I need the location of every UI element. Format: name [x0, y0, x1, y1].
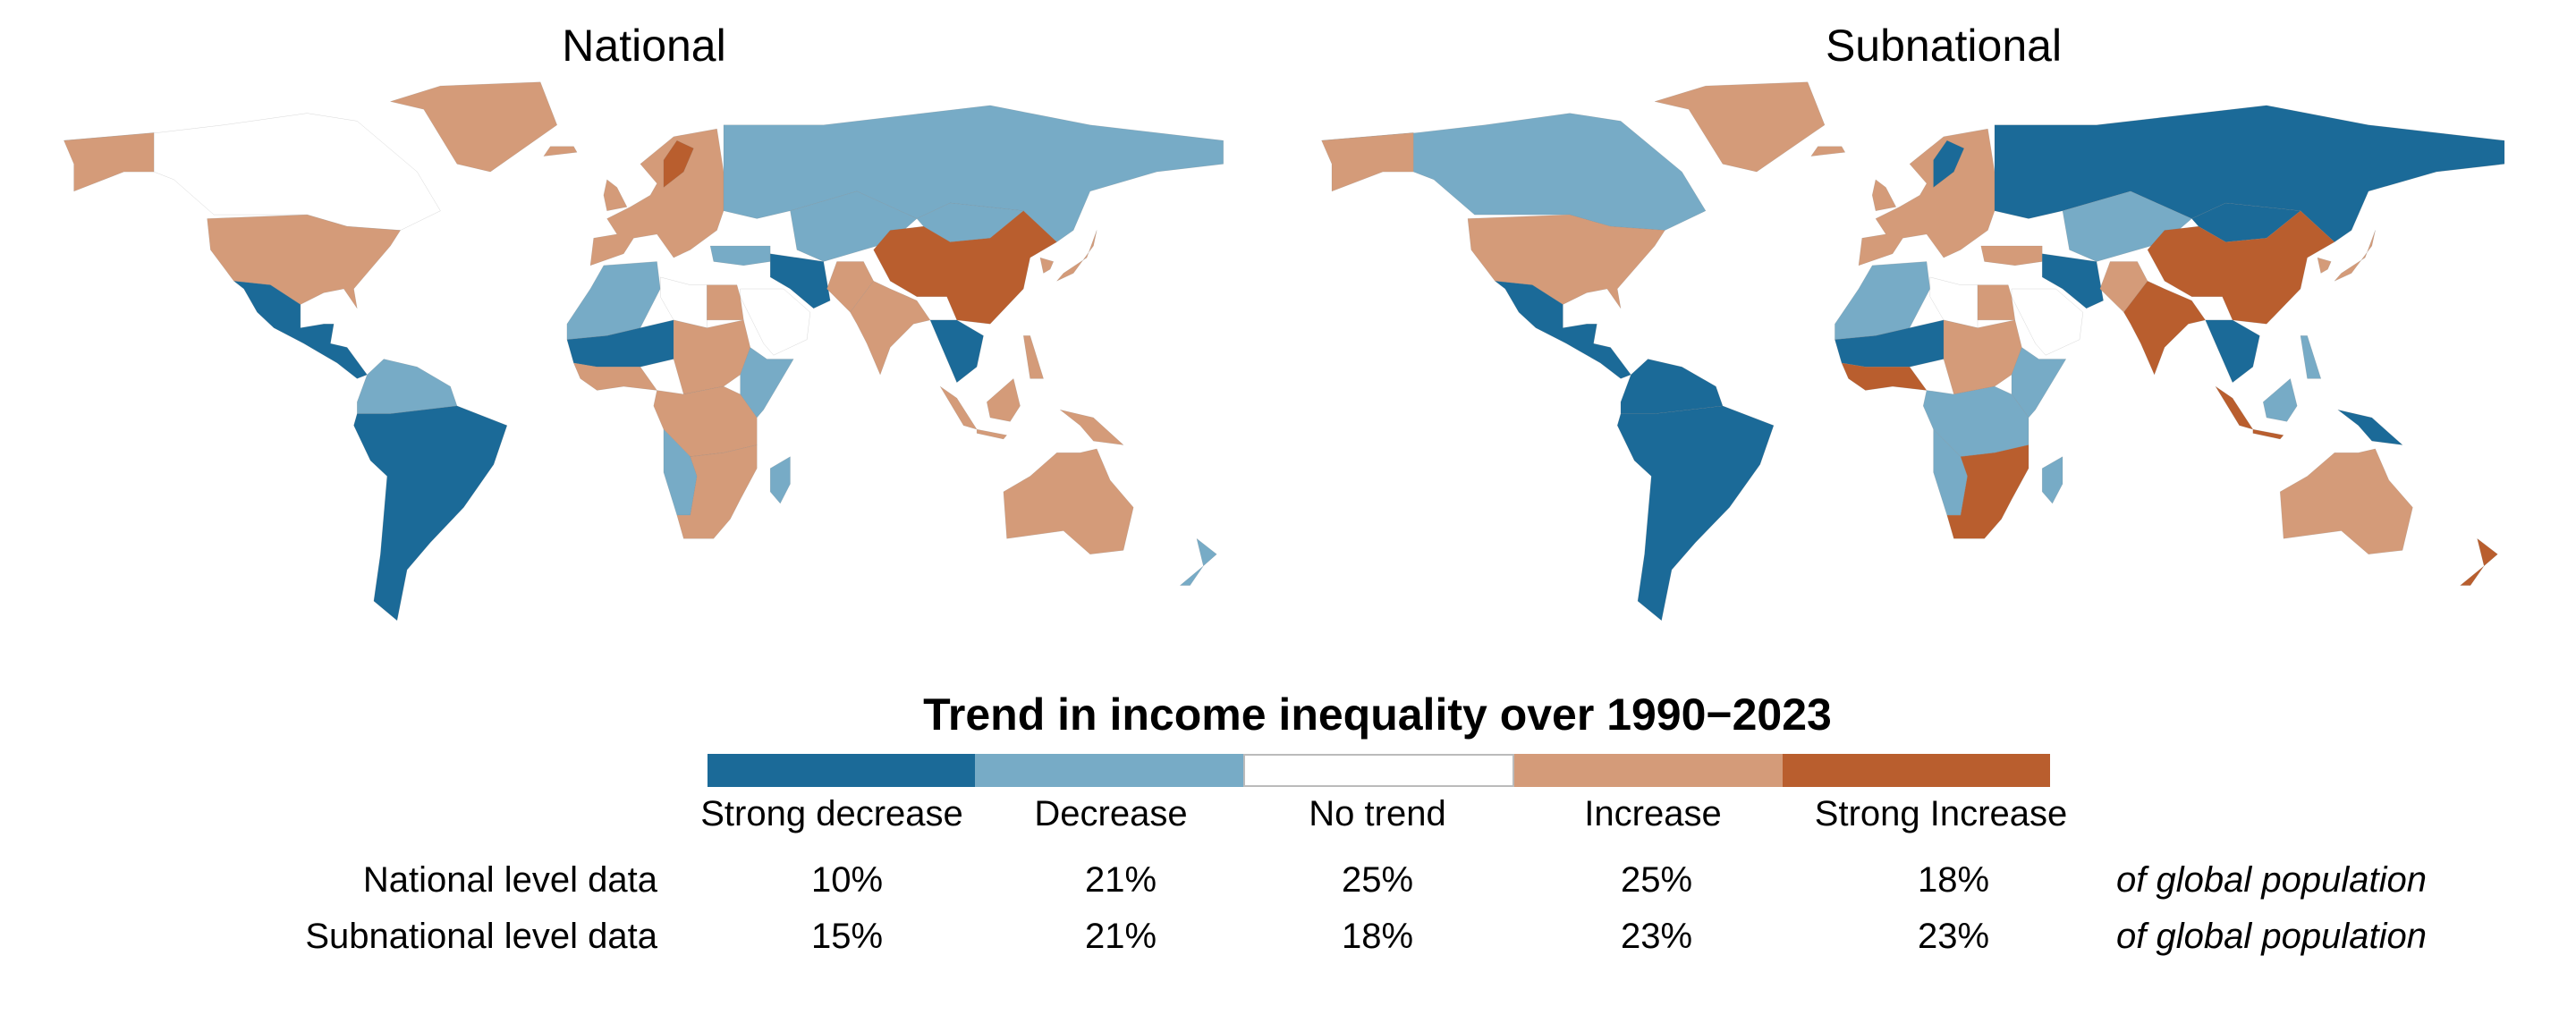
- region-madagascar: [770, 457, 790, 503]
- region-india: [2123, 281, 2205, 375]
- region-australia: [1004, 449, 1133, 554]
- region-southern-africa: [1947, 445, 2029, 539]
- region-south-america: [1617, 406, 1774, 621]
- region-china: [874, 211, 1057, 325]
- region-india: [851, 281, 930, 375]
- region-alaska: [1322, 132, 1414, 190]
- region-southern-africa: [677, 445, 757, 539]
- region-turkey: [1981, 246, 2042, 266]
- region-uk: [1872, 180, 1896, 211]
- region-sudan-chad: [1944, 320, 2021, 394]
- map-title-subnational: Subnational: [1825, 21, 2063, 71]
- region-libya: [660, 277, 707, 328]
- region-philippines: [1023, 335, 1043, 378]
- subnational-pct-strong-increase: 23%: [1917, 917, 1990, 956]
- region-usa: [208, 215, 401, 309]
- swatch-increase: [1514, 754, 1783, 787]
- subnational-pct-no-trend: 18%: [1341, 917, 1414, 956]
- region-uk: [604, 180, 627, 211]
- region-iran: [2042, 254, 2103, 309]
- region-borneo: [987, 378, 1020, 421]
- legend-label-strong-decrease: Strong decrease: [700, 794, 963, 833]
- national-pct-strong-decrease: 10%: [810, 860, 884, 900]
- region-korea: [1040, 258, 1054, 273]
- region-new-zealand: [2461, 538, 2498, 585]
- region-south-america: [354, 406, 507, 621]
- legend-label-no-trend: No trend: [1309, 794, 1446, 833]
- region-scandinavia: [1934, 140, 1964, 187]
- region-java: [2253, 429, 2284, 439]
- region-russia: [724, 106, 1224, 242]
- national-pct-decrease: 21%: [1084, 860, 1157, 900]
- region-borneo: [2263, 378, 2297, 421]
- region-new-zealand: [1180, 538, 1216, 585]
- row-label-subnational: Subnational level data: [305, 917, 657, 956]
- region-pakistan-afghanistan: [826, 261, 873, 312]
- swatch-no-trend: [1242, 754, 1515, 787]
- region-horn-of-africa: [741, 347, 794, 418]
- legend-label-increase: Increase: [1584, 794, 1722, 833]
- region-philippines: [2301, 335, 2321, 378]
- map-title-national: National: [562, 21, 726, 71]
- subnational-suffix: of global population: [2116, 917, 2427, 956]
- region-iran: [770, 254, 830, 309]
- national-pct-increase: 25%: [1620, 860, 1693, 900]
- region-madagascar: [2042, 457, 2063, 503]
- region-southeast-asia: [2206, 320, 2260, 383]
- region-java: [977, 429, 1007, 439]
- region-arabia: [741, 289, 810, 355]
- swatch-strong-decrease: [708, 754, 976, 787]
- region-turkey: [710, 246, 770, 266]
- region-japan: [1057, 231, 1097, 282]
- region-greenland: [1655, 82, 1825, 172]
- national-pct-strong-increase: 18%: [1917, 860, 1990, 900]
- region-korea: [2318, 258, 2331, 273]
- subnational-pct-decrease: 21%: [1084, 917, 1157, 956]
- subnational-pct-increase: 23%: [1620, 917, 1693, 956]
- region-southeast-asia: [930, 320, 984, 383]
- swatch-strong-increase: [1782, 754, 2051, 787]
- region-south-america-north: [1621, 360, 1723, 414]
- region-pakistan-afghanistan: [2100, 261, 2148, 312]
- region-iceland: [1811, 147, 1845, 156]
- region-egypt: [707, 285, 743, 320]
- region-libya: [1930, 277, 1978, 328]
- region-europe: [1859, 129, 1995, 266]
- national-pct-no-trend: 25%: [1341, 860, 1414, 900]
- legend-colorbar: [708, 754, 2051, 787]
- region-russia: [1995, 106, 2504, 242]
- region-japan: [2334, 231, 2376, 282]
- region-alaska: [64, 132, 154, 190]
- region-south-america-north: [357, 360, 457, 414]
- region-australia: [2280, 449, 2412, 554]
- region-sumatra: [940, 386, 977, 429]
- region-iceland: [544, 147, 577, 156]
- region-greenland: [391, 82, 557, 172]
- region-new-guinea: [2338, 410, 2402, 444]
- region-sumatra: [2216, 386, 2253, 429]
- region-sudan-chad: [674, 320, 750, 394]
- national-map: [57, 74, 1257, 632]
- region-china: [2148, 211, 2334, 325]
- region-arabia: [2012, 289, 2083, 355]
- row-label-national: National level data: [362, 860, 657, 900]
- national-suffix: of global population: [2116, 860, 2427, 900]
- legend-label-decrease: Decrease: [1034, 794, 1188, 833]
- region-west-africa-coast: [573, 363, 657, 391]
- subnational-pct-strong-decrease: 15%: [810, 917, 884, 956]
- region-scandinavia: [664, 140, 694, 187]
- region-europe: [590, 129, 724, 266]
- region-new-guinea: [1060, 410, 1123, 444]
- region-west-africa-coast: [1842, 363, 1927, 391]
- region-egypt: [1978, 285, 2015, 320]
- region-usa: [1468, 215, 1665, 309]
- region-horn-of-africa: [2012, 347, 2066, 418]
- subnational-map: [1315, 74, 2538, 632]
- swatch-decrease: [975, 754, 1243, 787]
- legend-title: Trend in income inequality over 1990−202…: [923, 689, 1832, 740]
- legend-label-strong-increase: Strong Increase: [1814, 794, 2068, 833]
